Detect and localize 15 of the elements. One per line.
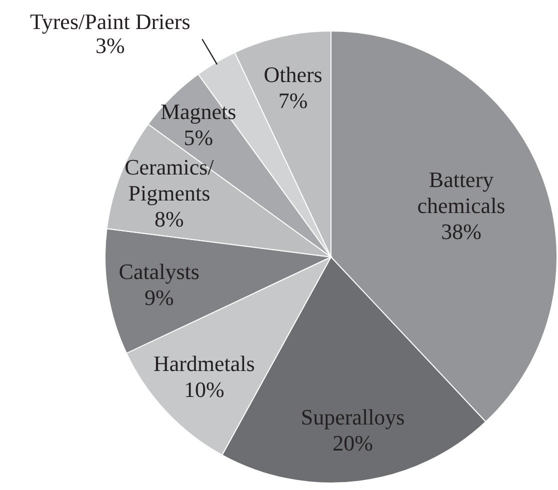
data-label: 20% <box>332 430 373 456</box>
slice-label: Others <box>264 62 322 87</box>
slice-label: Superalloys <box>300 404 405 430</box>
data-label: 8% <box>154 206 184 232</box>
slice-label: Battery chemicals <box>417 167 506 218</box>
data-label: 38% <box>441 219 482 244</box>
data-label: 5% <box>184 125 214 150</box>
data-label: 9% <box>144 284 174 310</box>
data-label: 3% <box>95 33 125 58</box>
slice-label: Catalysts <box>118 258 200 284</box>
slice-label: Ceramics/Pigments <box>124 154 215 206</box>
slice-label: Hardmetals <box>153 350 255 376</box>
data-label: 10% <box>184 376 224 402</box>
data-label: 7% <box>278 88 308 113</box>
slice-label: Tyres/Paint Driers <box>30 9 190 34</box>
